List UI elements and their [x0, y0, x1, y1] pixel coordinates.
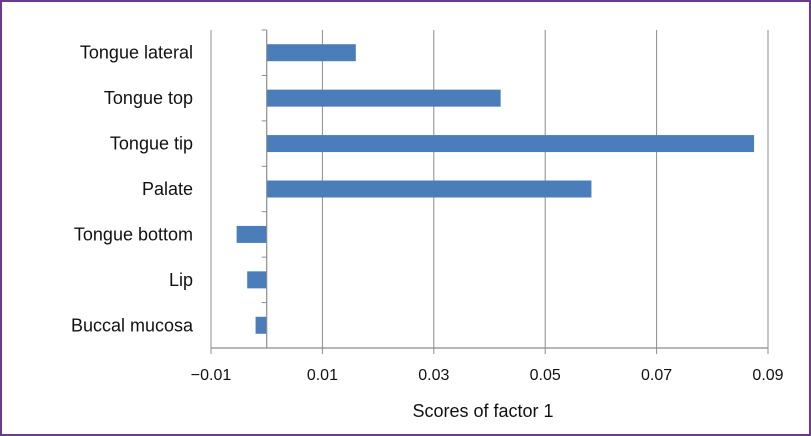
category-label: Palate	[142, 179, 193, 199]
x-axis-title: Scores of factor 1	[412, 401, 553, 421]
bar	[266, 135, 755, 153]
category-label: Lip	[169, 270, 193, 290]
category-label: Tongue top	[104, 88, 193, 108]
category-label: Tongue tip	[110, 134, 193, 154]
bar	[266, 180, 592, 198]
x-tick-label: −0.01	[191, 367, 232, 384]
x-tick-label: 0.05	[530, 367, 561, 384]
x-tick-label: 0.07	[641, 367, 672, 384]
category-label: Tongue bottom	[74, 224, 193, 244]
bar	[247, 271, 267, 289]
bars	[236, 44, 755, 334]
x-tick-label: 0.09	[752, 367, 783, 384]
labels: −0.01 0.01 0.03 0.05 0.07 0.09 Tongue lateral T…	[71, 43, 784, 384]
bar	[255, 316, 267, 334]
x-tick-label: 0.01	[307, 367, 338, 384]
category-label: Tongue lateral	[80, 43, 193, 63]
category-label: Buccal mucosa	[71, 315, 194, 335]
x-tick-label: 0.03	[418, 367, 449, 384]
bar	[266, 89, 501, 107]
bar	[236, 225, 267, 243]
gridlines	[210, 30, 769, 348]
bar	[266, 44, 356, 62]
axes	[210, 29, 769, 354]
